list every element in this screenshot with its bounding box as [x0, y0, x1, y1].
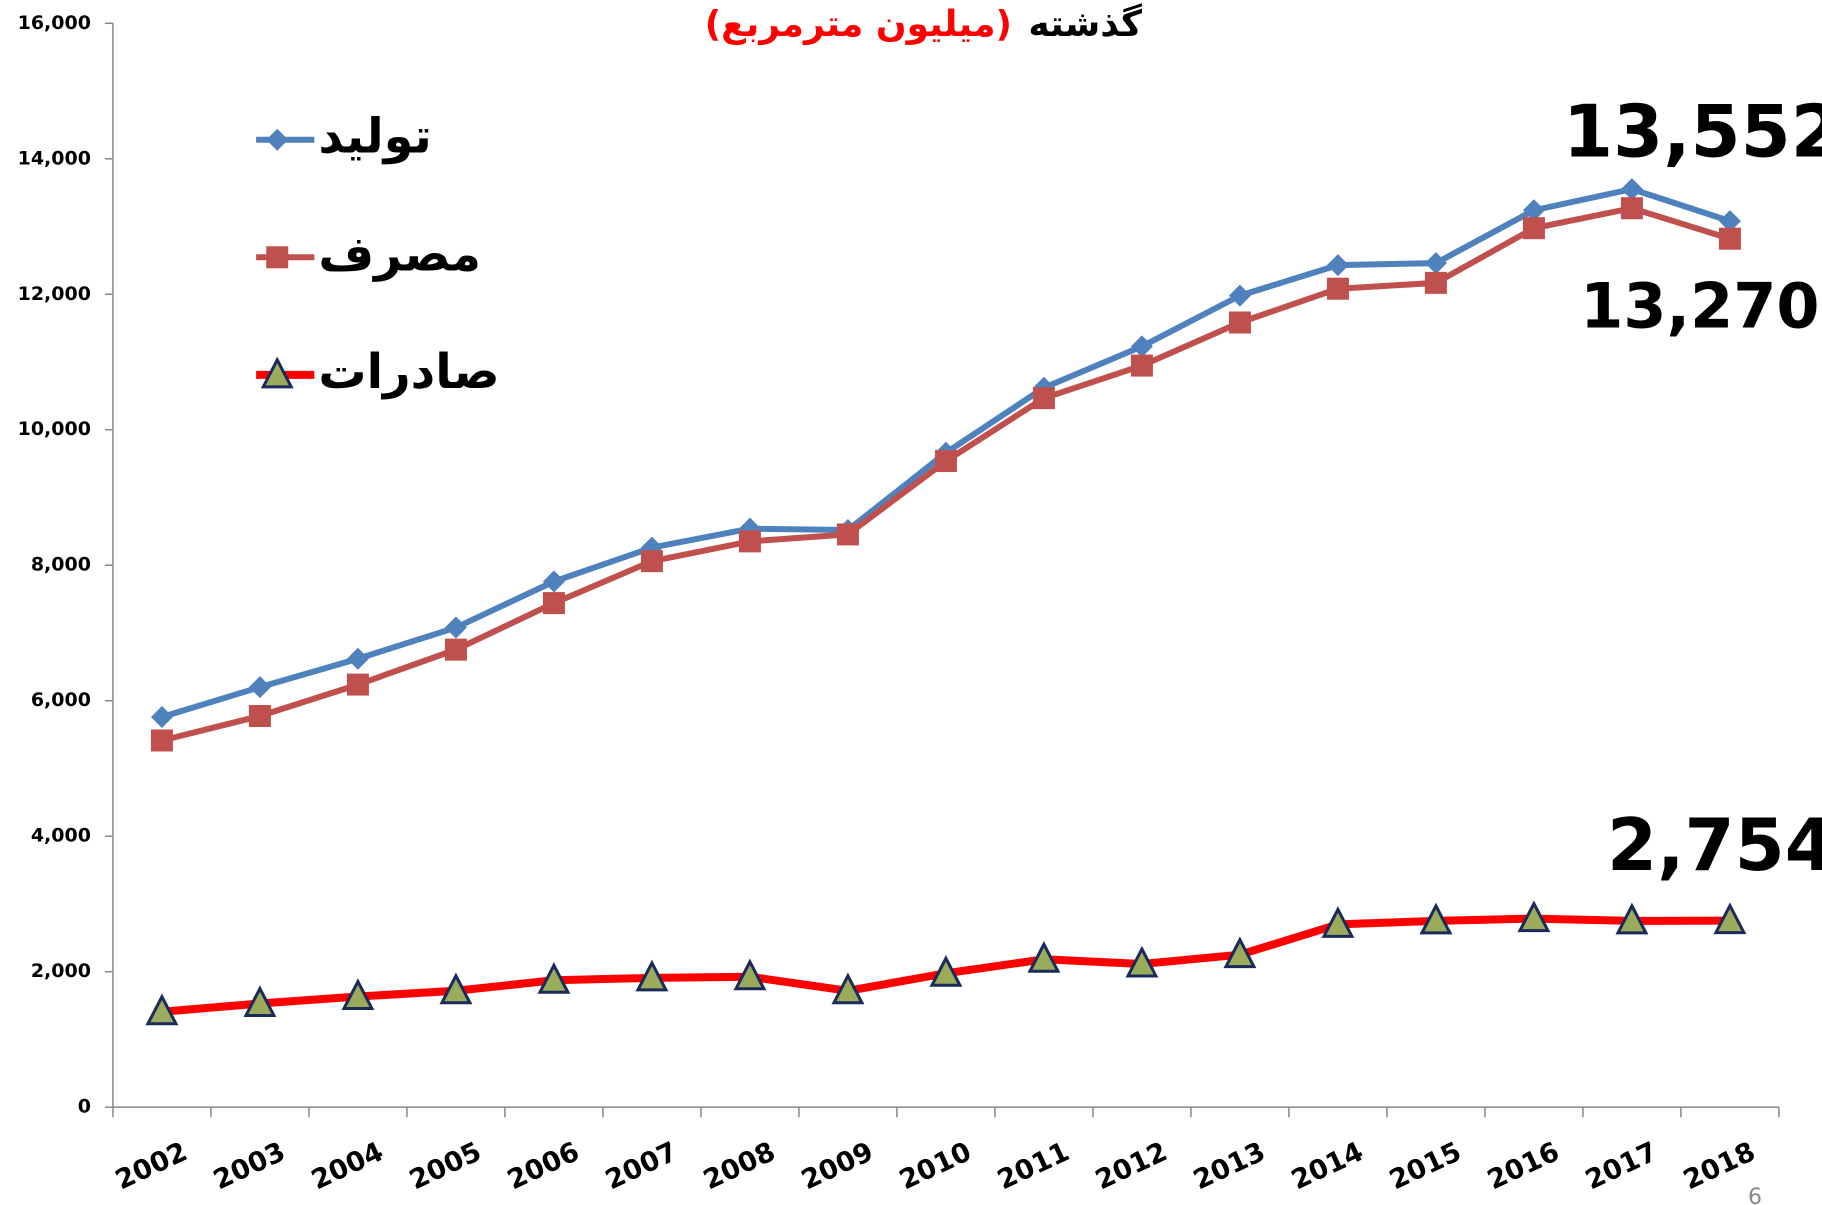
point: [1228, 311, 1251, 334]
x-tick-label: 2013: [1189, 1136, 1270, 1196]
x-tick-label: 2010: [895, 1136, 976, 1196]
legend-label: صادرات: [318, 344, 499, 400]
point: [145, 993, 179, 1026]
slide-number: 6: [1748, 1185, 1762, 1205]
x-tick-label: 2002: [111, 1136, 192, 1196]
point: [248, 705, 271, 728]
data-label: 13,270: [1580, 269, 1819, 342]
data-label: 13,552: [1563, 90, 1822, 174]
point: [248, 676, 271, 699]
point: [243, 985, 277, 1018]
point: [1326, 254, 1349, 277]
point: [1620, 197, 1643, 220]
point: [1326, 277, 1349, 300]
legend-marker: [260, 356, 294, 389]
y-tick-label: 0: [78, 1096, 91, 1118]
x-tick-label: 2005: [405, 1136, 486, 1196]
point: [1713, 902, 1747, 935]
y-tick-label: 6,000: [31, 689, 91, 711]
x-tick-label: 2014: [1287, 1136, 1368, 1196]
data-label: 2,754: [1607, 803, 1822, 887]
point: [1620, 178, 1643, 201]
point: [1130, 354, 1153, 377]
point: [1718, 210, 1741, 233]
x-tick-label: 2016: [1483, 1136, 1564, 1196]
point: [836, 523, 859, 546]
point: [346, 673, 369, 696]
point: [1032, 387, 1055, 410]
y-tick-label: 12,000: [18, 283, 91, 305]
x-tick-label: 2007: [601, 1136, 682, 1196]
point: [1228, 284, 1251, 307]
point: [341, 978, 375, 1011]
point: [1223, 936, 1257, 969]
y-tick-label: 16,000: [18, 12, 91, 34]
point: [346, 647, 369, 670]
point: [439, 972, 473, 1005]
point: [1424, 271, 1447, 294]
x-tick-label: 2017: [1581, 1136, 1662, 1196]
x-tick-label: 2006: [503, 1136, 584, 1196]
x-tick-label: 2003: [209, 1136, 290, 1196]
y-tick-label: 10,000: [18, 418, 91, 440]
point: [1615, 902, 1649, 935]
chart-subtitle: (میلیون مترمربع): [705, 4, 1012, 45]
point: [1321, 906, 1355, 938]
legend-marker: [266, 128, 289, 151]
point: [738, 530, 761, 553]
x-tick-label: 2008: [699, 1136, 780, 1196]
point: [1522, 217, 1545, 240]
x-tick-label: 2011: [993, 1136, 1074, 1196]
y-tick-label: 2,000: [31, 960, 91, 982]
point: [1522, 199, 1545, 222]
legend-label: تولید: [318, 109, 431, 165]
point: [733, 958, 767, 991]
x-tick-label: 2012: [1091, 1136, 1172, 1196]
y-tick-label: 8,000: [31, 554, 91, 576]
point: [542, 570, 565, 593]
legend-marker: [266, 246, 289, 269]
point: [635, 959, 669, 992]
point: [150, 729, 173, 752]
y-tick-label: 14,000: [18, 147, 91, 169]
x-tick-label: 2004: [307, 1136, 388, 1196]
chart-title: گذشته: [1028, 3, 1142, 45]
point: [1130, 335, 1153, 358]
point: [1419, 902, 1453, 935]
point: [1718, 227, 1741, 250]
y-tick-label: 4,000: [31, 825, 91, 847]
point: [1027, 941, 1061, 973]
point: [537, 962, 571, 994]
point: [444, 638, 467, 661]
point: [929, 955, 963, 987]
point: [150, 705, 173, 728]
x-tick-label: 2015: [1385, 1136, 1466, 1196]
legend-label: مصرف: [318, 226, 481, 282]
point: [934, 450, 957, 473]
point: [542, 592, 565, 615]
point: [1125, 945, 1159, 978]
point: [1517, 900, 1551, 933]
series-line: [161, 205, 1731, 744]
point: [1424, 252, 1447, 275]
x-tick-label: 2009: [797, 1136, 878, 1196]
point: [444, 616, 467, 639]
point: [831, 972, 865, 1005]
point: [640, 550, 663, 573]
